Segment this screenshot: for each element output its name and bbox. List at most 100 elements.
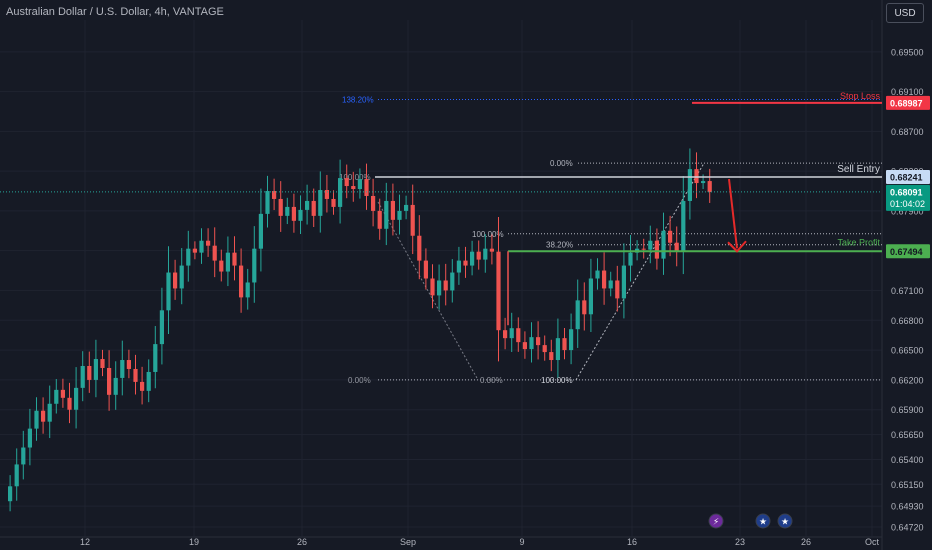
candle-body <box>338 178 343 207</box>
candle-body <box>602 270 607 289</box>
candle-body <box>536 337 541 346</box>
time-axis[interactable]: 12 19 26 Sep 9 16 23 26 Oct <box>80 537 880 547</box>
y-tick-label: 0.65150 <box>891 480 924 490</box>
grid-lines <box>0 0 883 550</box>
candle-body <box>351 186 356 190</box>
candle-body <box>450 272 455 291</box>
candle-body <box>542 345 547 353</box>
x-tick-label: 26 <box>801 537 811 547</box>
candle-body <box>463 260 468 266</box>
x-tick-label: 12 <box>80 537 90 547</box>
candle-body <box>674 242 679 252</box>
candlestick-series <box>8 148 712 512</box>
sell-arrow-shaft <box>728 178 738 249</box>
candle-body <box>509 328 514 339</box>
candle-body <box>371 195 376 211</box>
candle-body <box>146 371 151 391</box>
chart-title: Australian Dollar / U.S. Dollar, 4h, VAN… <box>6 6 224 18</box>
candle-body <box>648 240 653 250</box>
australia-flag-icon[interactable]: ★ <box>755 513 771 529</box>
candle-body <box>701 181 706 184</box>
candle-body <box>232 252 237 266</box>
fib-label-138: 138.20% <box>342 95 374 104</box>
candle-body <box>476 251 481 260</box>
candle-body <box>67 397 72 410</box>
candle-body <box>47 403 52 422</box>
candle-body <box>140 381 145 391</box>
candle-body <box>694 169 699 184</box>
candle-body <box>265 191 270 214</box>
candle-body <box>621 265 626 299</box>
candle-body <box>615 280 620 299</box>
candle-body <box>582 300 587 315</box>
candle-body <box>100 359 105 368</box>
y-tick-label: 0.69100 <box>891 87 924 97</box>
candle-body <box>516 328 521 343</box>
candle-body <box>608 280 613 289</box>
candle-body <box>417 235 422 261</box>
candle-body <box>272 191 277 199</box>
candle-body <box>364 179 369 196</box>
take-profit-price-tag-bg <box>886 244 930 259</box>
candle-body <box>404 204 409 211</box>
candle-body <box>212 245 217 261</box>
candle-body <box>153 344 158 372</box>
candle-body <box>549 352 554 361</box>
y-tick-label: 0.68700 <box>891 127 924 137</box>
australia-flag-icon-2[interactable]: ★ <box>777 513 793 529</box>
candle-body <box>681 200 686 252</box>
candle-body <box>34 410 39 429</box>
candle-body <box>390 200 395 220</box>
candle-body <box>522 342 527 350</box>
candle-body <box>318 190 323 216</box>
y-tick-label: 0.64930 <box>891 502 924 512</box>
candle-body <box>654 240 659 259</box>
candle-body <box>113 377 118 395</box>
dividend-event-icon[interactable]: ⚡ <box>708 513 724 529</box>
candle-body <box>707 181 712 193</box>
event-markers[interactable]: ⚡ ★ ★ <box>708 513 793 529</box>
y-tick-label: 0.67100 <box>891 286 924 296</box>
candle-body <box>397 210 402 220</box>
candle-body <box>456 260 461 273</box>
candle-body <box>278 198 283 216</box>
candle-body <box>285 206 290 216</box>
candle-body <box>641 248 646 250</box>
take-profit-price-tag: 0.67494 <box>890 247 923 257</box>
candle-body <box>41 410 46 422</box>
fib-trend-secondary <box>575 162 705 381</box>
candle-body <box>93 359 98 380</box>
candle-body <box>239 265 244 298</box>
candle-body <box>529 337 534 350</box>
y-tick-label: 0.64720 <box>891 523 924 533</box>
price-axis[interactable]: 0.695000.691000.687000.683000.679000.675… <box>891 47 924 532</box>
candle-body <box>199 240 204 253</box>
candle-body <box>21 447 26 465</box>
candle-body <box>470 251 475 266</box>
candle-body <box>357 179 362 190</box>
candle-body <box>661 230 666 259</box>
dividend-event-icon-circle <box>708 513 724 529</box>
candle-body <box>219 260 224 272</box>
x-tick-label: 16 <box>627 537 637 547</box>
candle-body <box>311 200 316 216</box>
candle-body <box>8 486 13 502</box>
candle-body <box>423 260 428 279</box>
australia-flag-icon-2-circle <box>777 513 793 529</box>
y-tick-label: 0.66800 <box>891 316 924 326</box>
stop-loss-price-tag: 0.68987 <box>890 98 923 108</box>
candle-body <box>298 209 303 221</box>
candle-body <box>668 230 673 243</box>
australia-flag-icon-circle <box>755 513 771 529</box>
currency-button[interactable]: USD <box>886 3 924 23</box>
y-tick-label: 0.66200 <box>891 375 924 385</box>
candle-body <box>575 300 580 330</box>
candle-body <box>483 248 488 260</box>
candle-body <box>344 178 349 187</box>
candle-body <box>324 190 329 199</box>
candle-body <box>14 464 19 487</box>
candle-body <box>410 204 415 236</box>
stop-loss-price-tag-bg <box>886 95 930 110</box>
candle-body <box>291 206 296 221</box>
